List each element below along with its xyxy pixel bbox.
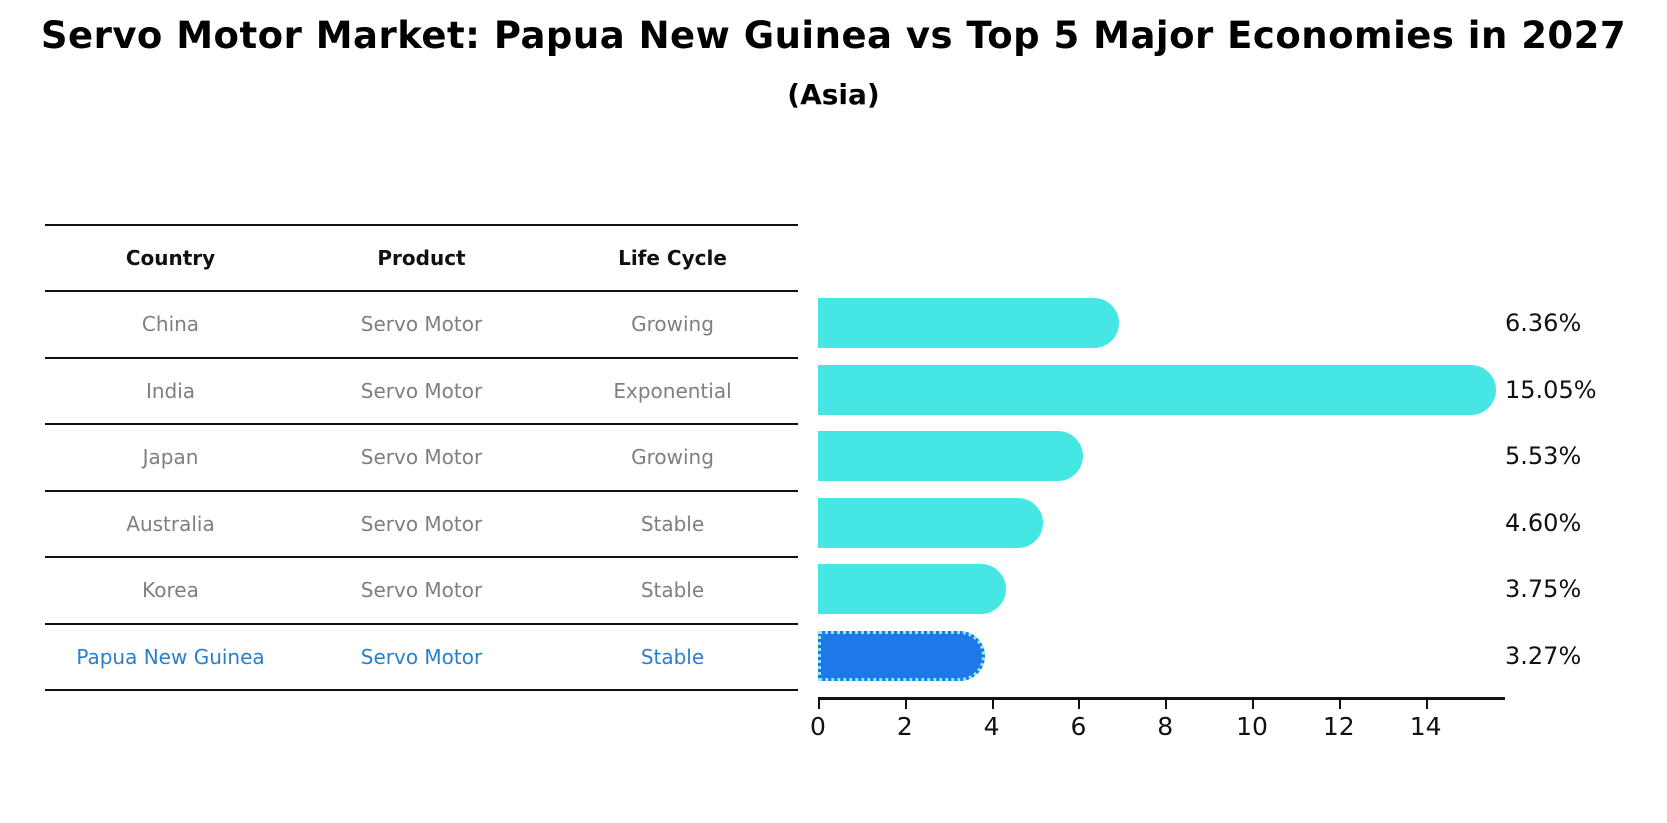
- table-cell-country: Australia: [126, 511, 215, 536]
- bar-value-label: 3.27%: [1505, 641, 1582, 670]
- table-cell-life-cycle: Stable: [640, 511, 705, 536]
- bar-australia: [818, 497, 1043, 548]
- x-axis-tick: [1252, 699, 1254, 709]
- table-cell-product: Servo Motor: [360, 312, 483, 337]
- table-cell-product: Servo Motor: [360, 644, 483, 669]
- table-cell-country: Papua New Guinea: [76, 644, 265, 669]
- x-axis-tick: [1425, 699, 1428, 709]
- bar-india: [818, 364, 1497, 415]
- table-header-row: Country Product Life Cycle: [45, 226, 798, 292]
- x-axis-tick-label: 0: [810, 712, 826, 741]
- bar-value-label: 4.60%: [1505, 508, 1582, 537]
- bar-papua-new-guinea: [818, 630, 985, 681]
- table-header-country: Country: [125, 246, 216, 270]
- table-row-australia: Australia Servo Motor Stable: [45, 492, 798, 558]
- table-row-korea: Korea Servo Motor Stable: [45, 558, 798, 625]
- x-axis-tick-label: 12: [1322, 712, 1355, 741]
- table-header-life-cycle: Life Cycle: [618, 246, 727, 270]
- x-axis-tick: [991, 699, 994, 709]
- x-axis-tick-label: 4: [983, 712, 1000, 741]
- table-row-japan: Japan Servo Motor Growing: [45, 425, 798, 492]
- table-cell-product: Servo Motor: [360, 445, 483, 470]
- bar-china: [818, 298, 1120, 349]
- chart-subtitle: (Asia): [787, 78, 880, 111]
- x-axis-tick-label: 10: [1236, 712, 1268, 741]
- table-cell-life-cycle: Growing: [631, 445, 714, 470]
- table-cell-country: Japan: [142, 445, 199, 470]
- table-cell-life-cycle: Stable: [640, 644, 705, 669]
- bar-value-label: 15.05%: [1505, 375, 1597, 404]
- x-axis-tick-label: 14: [1409, 712, 1442, 741]
- country-table: Country Product Life Cycle China Servo Motor…: [45, 224, 798, 691]
- x-axis-tick: [1338, 699, 1341, 709]
- x-axis-tick-label: 8: [1157, 712, 1174, 741]
- x-axis-tick: [904, 699, 907, 709]
- x-axis-tick: [1078, 699, 1081, 709]
- x-axis-tick-label: 2: [896, 712, 913, 741]
- chart-title: Servo Motor Market: Papua New Guinea vs …: [40, 14, 1627, 57]
- x-axis-tick: [1165, 699, 1168, 709]
- table-row-papua-new-guinea: Papua New Guinea Servo Motor Stable: [45, 625, 798, 691]
- x-axis-line: [818, 697, 1505, 700]
- table-cell-product: Servo Motor: [360, 578, 483, 603]
- table-row-india: India Servo Motor Exponential: [45, 359, 798, 425]
- bar-korea: [818, 564, 1006, 615]
- table-cell-life-cycle: Growing: [631, 312, 714, 337]
- bar-japan: [818, 431, 1083, 482]
- table-cell-life-cycle: Stable: [640, 578, 705, 603]
- table-cell-country: India: [145, 378, 196, 403]
- table-cell-product: Servo Motor: [360, 511, 483, 536]
- table-cell-product: Servo Motor: [360, 378, 483, 403]
- x-axis-tick: [818, 699, 820, 709]
- bar-value-label: 5.53%: [1505, 442, 1582, 471]
- table-cell-country: Korea: [142, 578, 199, 603]
- table-row-china: China Servo Motor Growing: [45, 292, 798, 359]
- table-cell-country: China: [141, 312, 200, 337]
- x-axis-tick-label: 6: [1070, 712, 1087, 741]
- bar-value-label: 3.75%: [1505, 575, 1582, 604]
- table-header-product: Product: [377, 246, 466, 270]
- table-cell-life-cycle: Exponential: [613, 378, 732, 403]
- bar-value-label: 6.36%: [1505, 309, 1582, 338]
